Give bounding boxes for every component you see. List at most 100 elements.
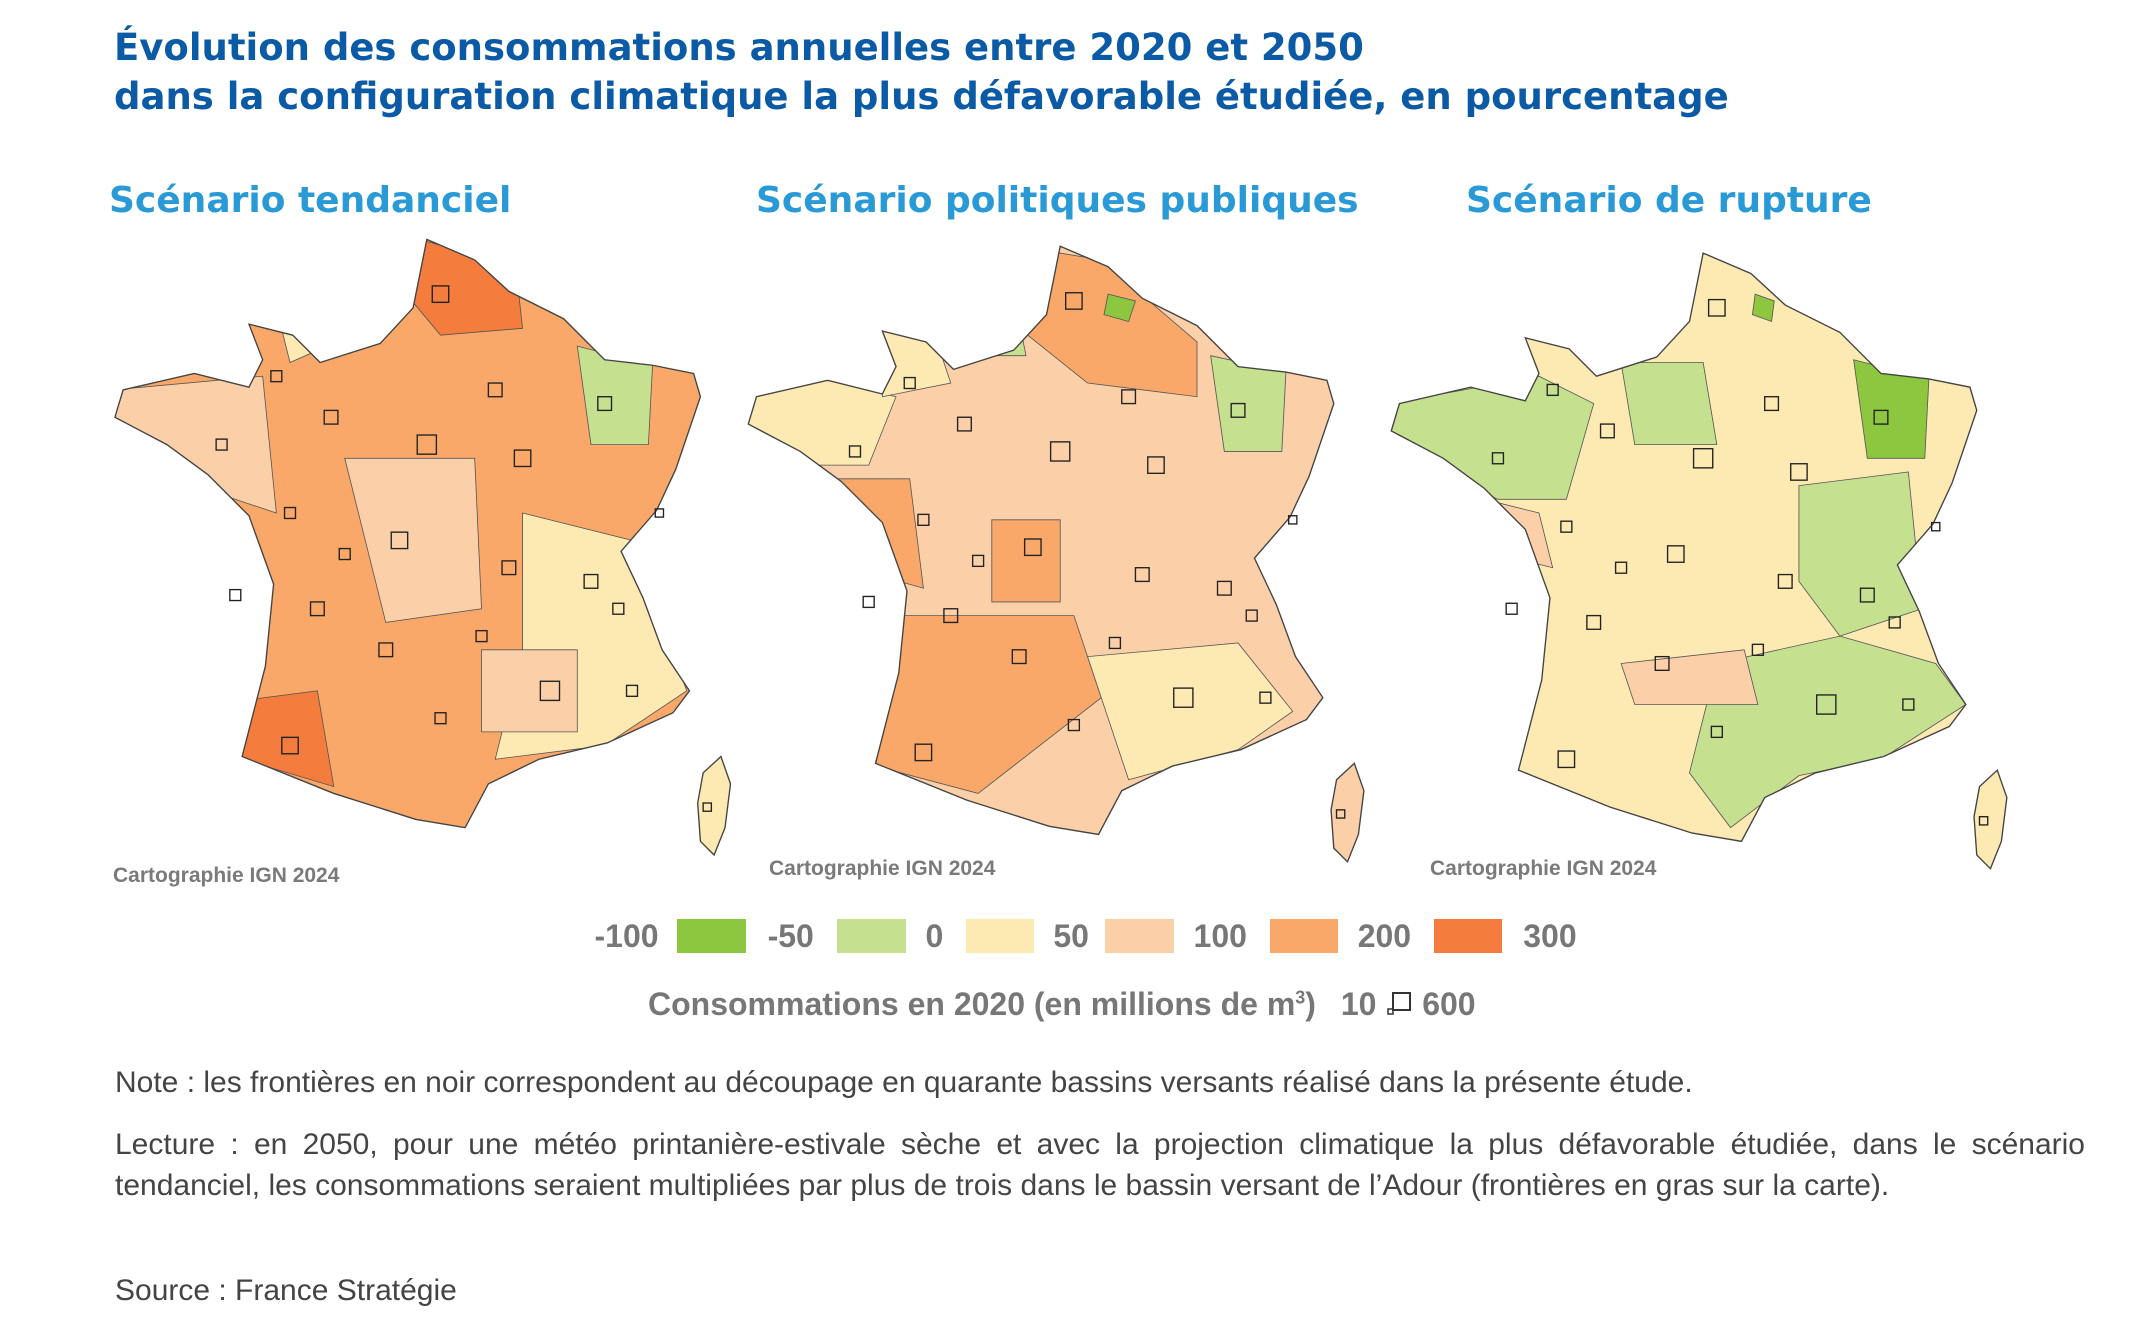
consumption-square [1230,402,1246,418]
map-title: Scénario tendanciel [109,180,512,221]
consumption-square [1023,538,1042,557]
consumption-square [1888,616,1901,629]
consumption-square [612,602,625,615]
consumption-square [1491,452,1505,465]
consumption-square [1064,292,1083,310]
consumption-square [1816,694,1837,715]
consumption-square [1666,545,1685,563]
map-credit: Cartographie IGN 2024 [1430,857,1657,880]
consumption-square [1930,521,1941,532]
consumption-square [597,396,613,412]
consumption-square [1873,409,1889,425]
consumption-square [848,445,862,458]
basin [991,519,1061,603]
basin [1210,355,1287,452]
consumption-square [1259,691,1272,704]
consumption-square [702,802,713,812]
consumption-square [270,370,283,383]
consumption-square [1654,655,1670,672]
consumption-square [215,438,228,451]
consumption-square [309,601,325,617]
consumption-square [1173,687,1194,708]
consumption-square [1599,423,1615,439]
consumption-square [1546,383,1559,397]
consumption-square [1287,515,1298,525]
consumption-square [281,736,299,755]
consumption-square [1586,614,1602,630]
basin [813,478,924,589]
consumption-square [1134,567,1150,583]
maps [114,238,2008,870]
consumption-square [323,409,339,425]
basin [344,457,482,623]
consumption-square [1777,573,1793,589]
consumption-square [943,608,959,624]
size-legend-label: Consommations en 2020 (en millions de m [648,986,1296,1022]
consumption-square [1790,463,1808,481]
consumption-square [1692,448,1714,469]
consumption-square [625,684,639,697]
title-line: dans la configuration climatique la plus… [114,75,1729,118]
legend-label: -50 [767,918,814,954]
consumption-square [1505,602,1518,615]
france-map [1390,252,2008,870]
basin [1620,362,1718,446]
legend-swatch [837,919,906,954]
size-legend: Consommations en 2020 (en millions de m3… [648,986,1476,1023]
consumption-square [903,376,916,390]
consumption-square [475,629,488,643]
consumption-square [956,416,972,432]
legend-swatch [677,919,746,954]
legend-label: 200 [1357,918,1412,954]
size-legend-icon [1387,992,1412,1015]
consumption-square [1335,809,1346,819]
consumption-square [1049,441,1071,462]
size-square-small [1387,1008,1395,1015]
france-map [747,245,1365,863]
consumption-square [416,434,438,455]
basin [1798,471,1923,637]
note: Note : les frontières en noir correspond… [115,1066,1693,1099]
consumption-square [1560,520,1573,533]
consumption-square [487,382,503,398]
note: Lecture : en 2050, pour une météo printa… [115,1128,2085,1202]
consumption-square [1557,750,1576,769]
size-legend-min: 10 [1340,986,1377,1022]
consumption-square [1245,609,1258,622]
map-credit: Cartographie IGN 2024 [769,857,996,880]
consumption-square [1108,636,1122,650]
legend-label: 300 [1523,918,1577,954]
consumption-square [1614,561,1628,574]
consumption-square [1147,456,1165,475]
consumption-square [434,712,447,725]
consumption-square [1710,725,1723,739]
consumption-square [654,508,665,518]
basin [114,375,277,514]
map-title: Scénario de rupture [1466,180,1872,221]
note: Source : France Stratégie [115,1274,457,1307]
consumption-square [1067,718,1081,732]
basin [1391,375,1595,500]
consumption-square [539,680,561,702]
consumption-square [338,547,351,561]
consumption-square [583,573,599,589]
basins [748,246,1294,794]
consumption-square [501,560,517,576]
consumption-square [513,449,532,468]
consumption-square [283,506,297,520]
legend-label: -100 [594,918,659,954]
legend-label: 50 [1053,918,1089,954]
basin [1087,642,1294,781]
basin [481,649,578,733]
size-legend-sup: 3 [1295,987,1306,1008]
consumption-square [229,588,242,602]
basin [964,321,1027,357]
france-map [114,238,732,856]
consumption-square [862,595,875,609]
consumption-square [431,285,450,304]
legend-label: 100 [1193,918,1247,954]
size-legend-close: ) [1305,986,1316,1022]
consumption-square [1978,816,1989,826]
consumption-square [1011,649,1027,665]
